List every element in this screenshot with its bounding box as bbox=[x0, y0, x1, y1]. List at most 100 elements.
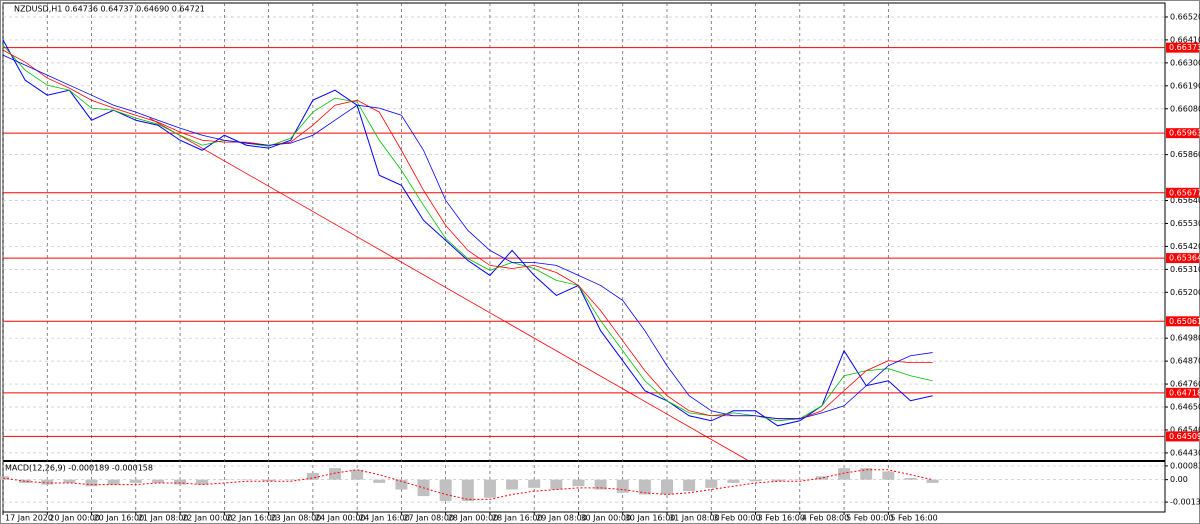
level-label: 0.65677 bbox=[1169, 188, 1200, 197]
level-label: 0.65963 bbox=[1169, 129, 1200, 138]
chart-title: NZDUSD,H1 0.64736 0.64737 0.64690 0.6472… bbox=[14, 5, 205, 14]
histogram-bar bbox=[395, 479, 408, 490]
level-label-bg bbox=[1166, 253, 1199, 264]
x-tick-label: 5 Feb 00:00 bbox=[846, 514, 893, 523]
histogram-bar bbox=[19, 479, 32, 483]
histogram-bar bbox=[638, 479, 651, 495]
y-tick-label: 0.64980 bbox=[1170, 334, 1200, 343]
level-label-bg bbox=[1166, 431, 1199, 442]
histogram-bar bbox=[174, 479, 187, 485]
y-tick-label: 0.66300 bbox=[1170, 58, 1200, 67]
x-tick-label: 3 Feb 16:00 bbox=[758, 514, 805, 523]
x-tick-label: 30 Jan 00:00 bbox=[580, 514, 631, 523]
series-line bbox=[2, 39, 933, 427]
x-tick-label: 17 Jan 2020 bbox=[5, 514, 53, 523]
histogram-bar bbox=[616, 479, 629, 493]
histogram-bar bbox=[793, 479, 806, 481]
level-label: 0.66373 bbox=[1169, 43, 1200, 52]
histogram-bar bbox=[351, 469, 364, 480]
x-tick-label: 29 Jan 08:00 bbox=[536, 514, 587, 523]
series-line bbox=[2, 44, 933, 422]
y-tick-label: -0.001366 bbox=[1170, 498, 1200, 507]
histogram-bar bbox=[329, 468, 341, 480]
plot-frame bbox=[2, 2, 1166, 513]
histogram-bar bbox=[218, 479, 231, 481]
x-tick-label: 22 Jan 00:00 bbox=[182, 514, 233, 523]
histogram-bar bbox=[528, 479, 541, 488]
x-tick-label: 24 Jan 00:00 bbox=[315, 514, 366, 523]
level-label: 0.64718 bbox=[1169, 388, 1200, 397]
histogram-bar bbox=[107, 479, 120, 485]
histogram-bar bbox=[749, 479, 762, 482]
y-tick-label: 0.64870 bbox=[1170, 357, 1200, 366]
histogram-bar bbox=[683, 479, 696, 492]
histogram-bar bbox=[838, 468, 851, 480]
histogram-bar bbox=[727, 479, 740, 483]
y-tick-label: 0.64650 bbox=[1170, 403, 1200, 412]
level-label-bg bbox=[1166, 42, 1199, 53]
histogram-bar bbox=[926, 479, 939, 483]
level-label: 0.65061 bbox=[1169, 317, 1200, 326]
histogram-bar bbox=[284, 479, 297, 481]
y-tick-label: 0.00 bbox=[1170, 475, 1188, 484]
x-tick-label: 27 Jan 08:00 bbox=[403, 514, 454, 523]
x-tick-label: 20 Jan 00:00 bbox=[49, 514, 100, 523]
histogram-bar bbox=[572, 479, 585, 487]
level-label: 0.64509 bbox=[1169, 432, 1200, 441]
x-tick-label: 24 Jan 16:00 bbox=[359, 514, 410, 523]
y-tick-label: 0.64760 bbox=[1170, 380, 1200, 389]
histogram-bar bbox=[373, 479, 386, 483]
histogram-bar bbox=[506, 479, 519, 490]
y-tick-label: 0.64540 bbox=[1170, 425, 1200, 434]
y-tick-label: 0.64430 bbox=[1170, 448, 1200, 457]
y-tick-label: 0.000835 bbox=[1170, 461, 1200, 470]
histogram-bar bbox=[262, 479, 275, 482]
trend-line bbox=[149, 117, 748, 461]
histogram-bar bbox=[151, 479, 164, 483]
x-tick-label: 28 Jan 16:00 bbox=[492, 514, 543, 523]
x-tick-label: 28 Jan 00:00 bbox=[448, 514, 499, 523]
x-tick-label: 20 Jan 16:00 bbox=[94, 514, 145, 523]
x-tick-label: 23 Jan 08:00 bbox=[271, 514, 322, 523]
histogram-bar bbox=[661, 479, 673, 495]
histogram-bar bbox=[85, 479, 98, 487]
y-tick-label: 0.65420 bbox=[1170, 242, 1200, 251]
x-tick-label: 31 Jan 08:00 bbox=[669, 514, 720, 523]
histogram-bar bbox=[461, 479, 474, 502]
histogram-bar bbox=[705, 479, 718, 488]
x-tick-label: 22 Jan 16:00 bbox=[226, 514, 277, 523]
level-label-bg bbox=[1166, 187, 1199, 198]
histogram-bar bbox=[550, 479, 563, 490]
level-label-bg bbox=[1166, 316, 1199, 327]
x-tick-label: 30 Jan 16:00 bbox=[625, 514, 676, 523]
histogram-bar bbox=[594, 479, 607, 490]
histogram-bar bbox=[41, 479, 54, 485]
x-tick-label: 3 Feb 00:00 bbox=[713, 514, 760, 523]
histogram-bar bbox=[196, 479, 209, 485]
y-tick-label: 0.66520 bbox=[1170, 12, 1200, 21]
y-tick-label: 0.65530 bbox=[1170, 219, 1200, 228]
histogram-bar bbox=[771, 479, 784, 482]
histogram-bar bbox=[439, 479, 452, 502]
histogram-bar bbox=[483, 479, 496, 498]
y-tick-label: 0.66080 bbox=[1170, 104, 1200, 113]
histogram-bar bbox=[240, 479, 253, 481]
histogram-bar bbox=[904, 478, 917, 480]
y-tick-label: 0.65200 bbox=[1170, 288, 1200, 297]
chart-title: MACD(12,26,9) -0.000189 -0.000158 bbox=[5, 464, 153, 473]
y-tick-label: 0.66190 bbox=[1170, 81, 1200, 90]
histogram-bar bbox=[306, 473, 319, 480]
x-tick-label: 4 Feb 08:00 bbox=[802, 514, 849, 523]
y-tick-label: 0.65310 bbox=[1170, 265, 1200, 274]
histogram-bar bbox=[815, 476, 828, 480]
histogram-bar bbox=[882, 471, 895, 480]
histogram-bar bbox=[63, 479, 76, 483]
histogram-bar bbox=[860, 468, 873, 480]
y-tick-label: 0.65640 bbox=[1170, 196, 1200, 205]
level-label-bg bbox=[1166, 387, 1199, 398]
histogram-bar bbox=[129, 479, 142, 483]
x-tick-label: 5 Feb 16:00 bbox=[890, 514, 937, 523]
level-label-bg bbox=[1166, 128, 1199, 139]
y-tick-label: 0.66410 bbox=[1170, 35, 1200, 44]
